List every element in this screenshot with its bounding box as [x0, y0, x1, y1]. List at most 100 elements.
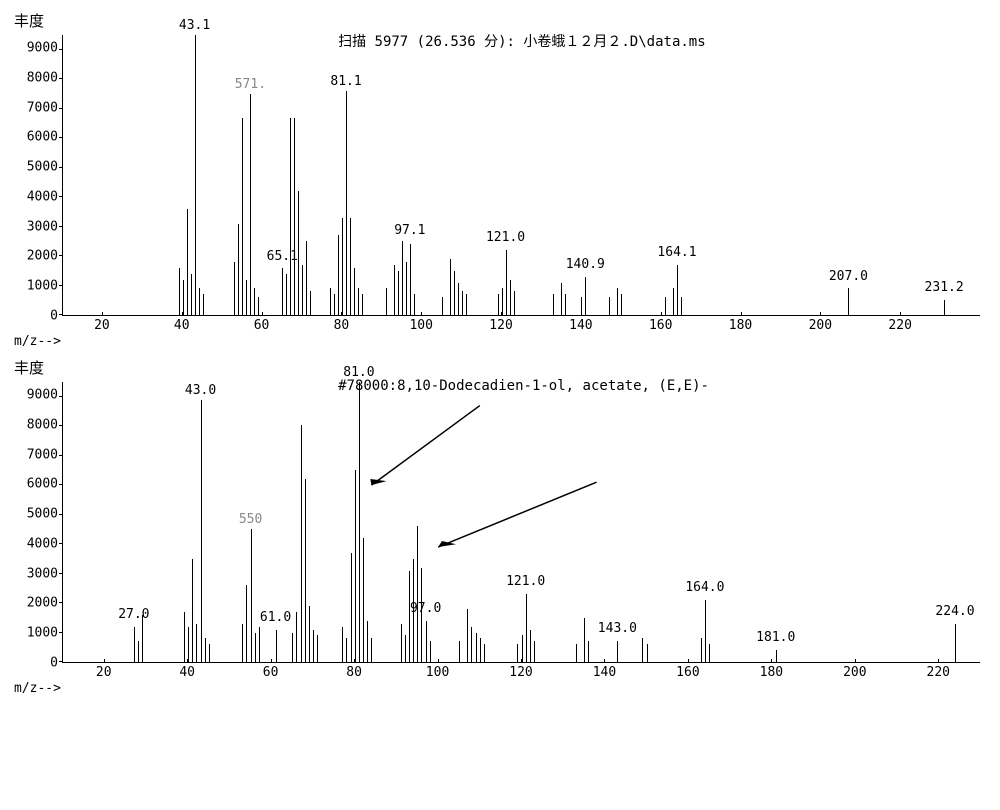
- peak-label: 61.0: [260, 610, 291, 625]
- x-axis-top: 20406080100120140160180200220: [10, 316, 980, 334]
- spectrum-bar: [609, 297, 610, 315]
- spectrum-bar: [617, 641, 618, 662]
- spectrum-bar: [302, 265, 303, 315]
- spectrum-bar: [195, 35, 196, 315]
- spectrum-bar: [306, 241, 307, 315]
- y-axis-title-bottom: 丰度: [14, 357, 980, 378]
- spectrum-bar: [701, 638, 702, 662]
- y-tick-label: 3000: [27, 220, 58, 233]
- x-tick: [581, 312, 582, 316]
- spectrum-bar: [576, 644, 577, 662]
- x-axis-bottom: 20406080100120140160180200220: [10, 663, 980, 681]
- x-tick-label: 20: [94, 318, 110, 333]
- spectrum-bar: [517, 644, 518, 662]
- spectrum-bar: [462, 291, 463, 315]
- x-tick-label: 160: [649, 318, 672, 333]
- spectrum-bar: [410, 244, 411, 315]
- x-tick-label: 180: [729, 318, 752, 333]
- spectrum-bar: [294, 118, 295, 315]
- x-tick: [421, 312, 422, 316]
- spectrum-bar: [430, 641, 431, 662]
- spectrum-bar: [258, 297, 259, 315]
- spectrum-bar: [955, 624, 956, 662]
- spectrum-bar: [553, 294, 554, 315]
- spectrum-bar: [450, 259, 451, 315]
- plot-top: 扫描 5977 (26.536 分): 小卷蛾１２月２.D\data.ms 43…: [62, 35, 980, 316]
- spectrum-bar: [709, 644, 710, 662]
- chart-wrap-top: 0100020003000400050006000700080009000 扫描…: [10, 35, 980, 316]
- spectrum-bar: [588, 641, 589, 662]
- spectrum-bar: [367, 621, 368, 662]
- spectrum-bar: [398, 271, 399, 315]
- spectrum-bar: [310, 291, 311, 315]
- x-tick: [182, 312, 183, 316]
- spectrum-bar: [386, 288, 387, 315]
- peak-label: 231.2: [925, 280, 964, 295]
- x-tick: [271, 659, 272, 663]
- peak-label: 27.0: [118, 607, 149, 622]
- spectrum-bar: [346, 638, 347, 662]
- spectrum-bar: [677, 265, 678, 315]
- x-tick-label: 80: [346, 665, 362, 680]
- y-tick-label: 5000: [27, 508, 58, 521]
- spectrum-bar: [276, 630, 277, 662]
- peak-label: 65.1: [267, 249, 298, 264]
- x-tick-label: 100: [426, 665, 449, 680]
- spectrum-bar: [246, 585, 247, 662]
- spectrum-bar: [250, 94, 251, 315]
- x-tick-label: 40: [179, 665, 195, 680]
- spectrum-bar: [442, 297, 443, 315]
- peak-label: 81.0: [343, 365, 374, 380]
- spectrum-bar: [466, 294, 467, 315]
- spectrum-bar: [584, 618, 585, 662]
- spectrum-bar: [338, 235, 339, 315]
- peak-label: 121.0: [506, 574, 545, 589]
- spectrum-bar: [681, 297, 682, 315]
- spectrum-bar: [480, 638, 481, 662]
- spectrum-bar: [506, 250, 507, 315]
- spectrum-bar: [192, 559, 193, 662]
- spectrum-bar: [476, 633, 477, 662]
- spectrum-bar: [350, 218, 351, 315]
- x-axis-inner-bottom: 20406080100120140160180200220: [62, 663, 980, 681]
- spectrum-bar: [134, 627, 135, 662]
- peak-label: 97.0: [410, 601, 441, 616]
- spectrum-bar: [255, 633, 256, 662]
- peak-label: 43.0: [185, 383, 216, 398]
- x-axis-title-bottom: m/z-->: [14, 681, 980, 696]
- x-tick: [900, 312, 901, 316]
- x-tick: [771, 659, 772, 663]
- spectrum-bar: [191, 274, 192, 315]
- spectrum-bar: [530, 630, 531, 662]
- spectrum-bar: [705, 600, 706, 662]
- y-tick-label: 8000: [27, 418, 58, 431]
- bottom-panel: 丰度 0100020003000400050006000700080009000…: [10, 357, 980, 696]
- spectrum-bar: [617, 288, 618, 315]
- peak-label: 97.1: [394, 223, 425, 238]
- x-tick-label: 120: [489, 318, 512, 333]
- peak-label: 550: [239, 512, 262, 527]
- x-tick-label: 180: [760, 665, 783, 680]
- spectrum-bar: [138, 641, 139, 662]
- spectrum-bar: [242, 118, 243, 315]
- x-tick: [438, 659, 439, 663]
- x-tick-label: 20: [96, 665, 112, 680]
- x-tick-label: 120: [509, 665, 532, 680]
- spectrum-bar: [358, 288, 359, 315]
- y-tick-label: 2000: [27, 597, 58, 610]
- spectrum-bar: [199, 288, 200, 315]
- spectrum-bar: [534, 641, 535, 662]
- spectrum-bar: [565, 294, 566, 315]
- spectrum-bar: [454, 271, 455, 315]
- chart-wrap-bottom: 0100020003000400050006000700080009000 #7…: [10, 382, 980, 663]
- peak-label: 121.0: [486, 230, 525, 245]
- spectrum-bar: [402, 241, 403, 315]
- x-tick: [104, 659, 105, 663]
- x-tick: [661, 312, 662, 316]
- spectrum-bar: [286, 274, 287, 315]
- y-tick-label: 8000: [27, 71, 58, 84]
- spectrum-bar: [305, 479, 306, 662]
- spectrum-bar: [371, 638, 372, 662]
- spectrum-bar: [334, 294, 335, 315]
- y-tick-label: 4000: [27, 190, 58, 203]
